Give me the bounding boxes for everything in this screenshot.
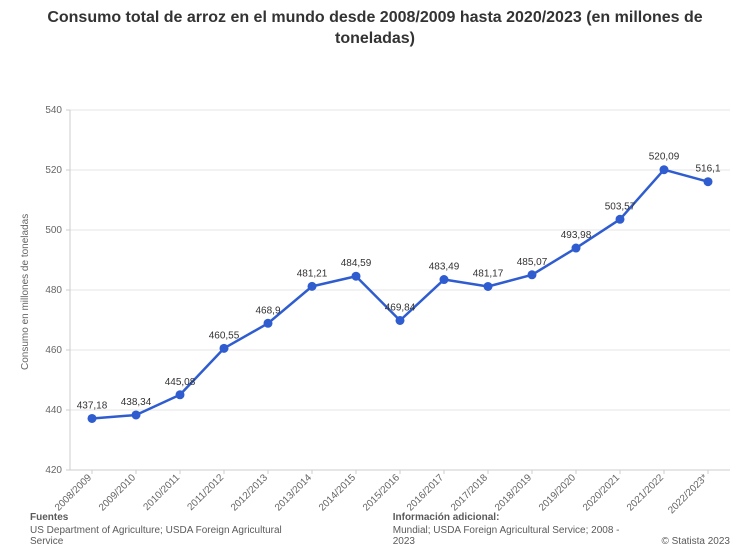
data-point <box>660 165 669 174</box>
y-tick-label: 460 <box>45 345 62 356</box>
data-label: 468,9 <box>255 305 280 316</box>
footer-info-heading: Información adicional: <box>393 512 640 523</box>
data-label: 460,55 <box>209 330 240 341</box>
data-label: 481,21 <box>297 268 328 279</box>
data-label: 438,34 <box>121 397 152 408</box>
y-tick-label: 540 <box>45 105 62 116</box>
footer-copyright: © Statista 2023 <box>661 536 730 547</box>
data-label: 469,84 <box>385 302 416 313</box>
data-point <box>220 343 229 352</box>
x-tick-label: 2020/2021 <box>581 472 623 514</box>
data-point <box>308 281 317 290</box>
y-tick-label: 480 <box>45 285 62 296</box>
y-axis-label: Consumo en millones de toneladas <box>20 213 31 369</box>
footer-sources: Fuentes US Department of Agriculture; US… <box>30 512 313 547</box>
x-tick-label: 2010/2011 <box>141 472 182 513</box>
data-point <box>704 177 713 186</box>
x-tick-label: 2008/2009 <box>53 472 95 514</box>
y-tick-label: 520 <box>45 165 62 176</box>
data-label: 493,98 <box>561 230 592 241</box>
x-tick-label: 2012/2013 <box>229 472 271 514</box>
x-tick-label: 2021/2022 <box>625 472 667 514</box>
x-tick-label: 2011/2012 <box>185 472 226 513</box>
data-label: 481,17 <box>473 268 504 279</box>
y-tick-label: 440 <box>45 405 62 416</box>
x-tick-label: 2014/2015 <box>317 472 359 514</box>
data-point <box>396 316 405 325</box>
x-tick-label: 2016/2017 <box>405 472 447 514</box>
x-tick-label: 2013/2014 <box>273 472 315 514</box>
x-tick-label: 2009/2010 <box>97 472 139 514</box>
data-label: 503,57 <box>605 201 636 212</box>
data-point <box>132 410 141 419</box>
data-label: 445,08 <box>165 376 196 387</box>
data-point <box>88 414 97 423</box>
data-point <box>616 214 625 223</box>
footer-sources-text: US Department of Agriculture; USDA Forei… <box>30 525 313 547</box>
x-tick-label: 2017/2018 <box>449 472 491 514</box>
data-label: 520,09 <box>649 151 680 162</box>
data-label: 437,18 <box>77 400 108 411</box>
data-label: 483,49 <box>429 261 460 272</box>
x-tick-label: 2018/2019 <box>493 472 535 514</box>
chart-title: Consumo total de arroz en el mundo desde… <box>0 0 750 50</box>
footer-info-text: Mundial; USDA Foreign Agricultural Servi… <box>393 525 640 547</box>
footer-sources-heading: Fuentes <box>30 512 313 523</box>
data-label: 516,1 <box>695 163 720 174</box>
chart-footer: Fuentes US Department of Agriculture; US… <box>30 512 720 547</box>
data-point <box>528 270 537 279</box>
footer-info: Información adicional: Mundial; USDA For… <box>393 512 640 547</box>
x-tick-label: 2022/2023* <box>666 472 710 516</box>
data-point <box>572 243 581 252</box>
data-point <box>264 318 273 327</box>
data-point <box>352 271 361 280</box>
y-tick-label: 500 <box>45 225 62 236</box>
data-point <box>176 390 185 399</box>
data-point <box>484 282 493 291</box>
data-label: 485,07 <box>517 256 548 267</box>
line-chart: 4204404604805005205402008/20092009/20102… <box>0 50 750 557</box>
x-tick-label: 2015/2016 <box>361 472 403 514</box>
x-tick-label: 2019/2020 <box>537 472 579 514</box>
data-point <box>440 275 449 284</box>
y-tick-label: 420 <box>45 465 62 476</box>
data-label: 484,59 <box>341 258 372 269</box>
